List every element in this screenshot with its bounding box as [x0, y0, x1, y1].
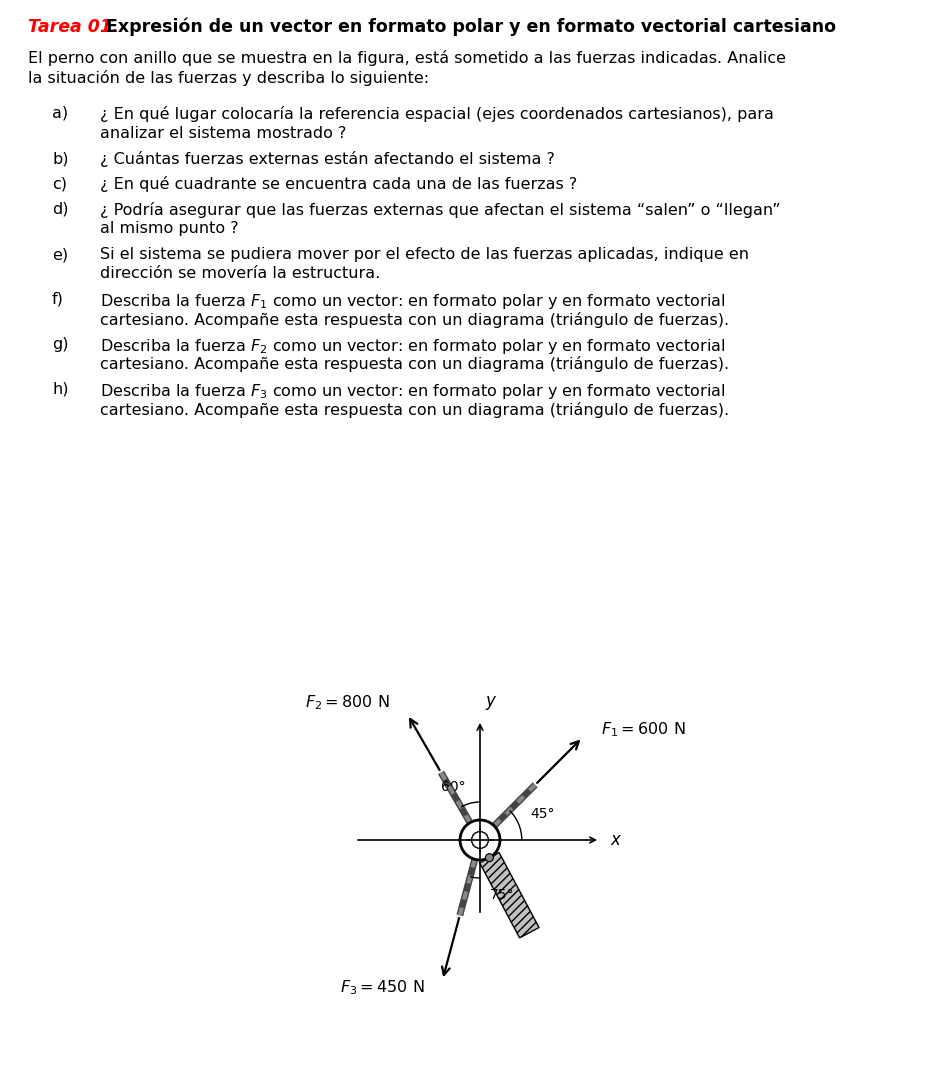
Text: $F_1 = 600$ N: $F_1 = 600$ N: [601, 720, 685, 739]
Text: Describa la fuerza $F_1$ como un vector: en formato polar y en formato vectorial: Describa la fuerza $F_1$ como un vector:…: [100, 292, 725, 311]
Text: 75°: 75°: [490, 888, 514, 902]
Text: cartesiano. Acompañe esta respuesta con un diagrama (triángulo de fuerzas).: cartesiano. Acompañe esta respuesta con …: [100, 402, 729, 418]
Text: $F_2 = 800$ N: $F_2 = 800$ N: [305, 693, 389, 711]
Text: b): b): [52, 151, 69, 166]
Text: ¿ En qué cuadrante se encuentra cada una de las fuerzas ?: ¿ En qué cuadrante se encuentra cada una…: [100, 176, 577, 192]
Text: Si el sistema se pudiera mover por el efecto de las fuerzas aplicadas, indique e: Si el sistema se pudiera mover por el ef…: [100, 247, 749, 262]
Text: al mismo punto ?: al mismo punto ?: [100, 221, 239, 236]
Text: Expresión de un vector en formato polar y en formato vectorial cartesiano: Expresión de un vector en formato polar …: [100, 18, 836, 36]
Text: 60°: 60°: [442, 780, 466, 794]
Text: Tarea 01.: Tarea 01.: [28, 18, 119, 36]
Text: Describa la fuerza $F_3$ como un vector: en formato polar y en formato vectorial: Describa la fuerza $F_3$ como un vector:…: [100, 382, 725, 400]
Text: a): a): [52, 106, 69, 121]
Text: Describa la fuerza $F_2$ como un vector: en formato polar y en formato vectorial: Describa la fuerza $F_2$ como un vector:…: [100, 337, 725, 356]
Text: ¿ En qué lugar colocaría la referencia espacial (ejes coordenados cartesianos), : ¿ En qué lugar colocaría la referencia e…: [100, 106, 774, 122]
Text: g): g): [52, 337, 69, 352]
Circle shape: [471, 832, 488, 848]
Text: ¿ Cuántas fuerzas externas están afectando el sistema ?: ¿ Cuántas fuerzas externas están afectan…: [100, 151, 555, 167]
Text: f): f): [52, 292, 64, 307]
Text: h): h): [52, 382, 69, 397]
Text: la situación de las fuerzas y describa lo siguiente:: la situación de las fuerzas y describa l…: [28, 70, 429, 87]
Text: analizar el sistema mostrado ?: analizar el sistema mostrado ?: [100, 126, 347, 141]
Text: c): c): [52, 176, 67, 191]
Text: cartesiano. Acompañe esta respuesta con un diagrama (triángulo de fuerzas).: cartesiano. Acompañe esta respuesta con …: [100, 312, 729, 328]
Text: $x$: $x$: [610, 831, 623, 849]
Text: d): d): [52, 202, 69, 217]
Text: El perno con anillo que se muestra en la figura, está sometido a las fuerzas ind: El perno con anillo que se muestra en la…: [28, 50, 786, 66]
Text: $F_3 = 450$ N: $F_3 = 450$ N: [340, 978, 425, 998]
Text: ¿ Podría asegurar que las fuerzas externas que afectan el sistema “salen” o “lle: ¿ Podría asegurar que las fuerzas extern…: [100, 202, 781, 218]
Polygon shape: [480, 852, 539, 938]
Text: cartesiano. Acompañe esta respuesta con un diagrama (triángulo de fuerzas).: cartesiano. Acompañe esta respuesta con …: [100, 357, 729, 373]
Text: e): e): [52, 247, 69, 262]
Text: 45°: 45°: [530, 806, 554, 820]
Text: dirección se movería la estructura.: dirección se movería la estructura.: [100, 267, 380, 282]
Circle shape: [486, 853, 493, 862]
Text: $y$: $y$: [485, 694, 498, 712]
